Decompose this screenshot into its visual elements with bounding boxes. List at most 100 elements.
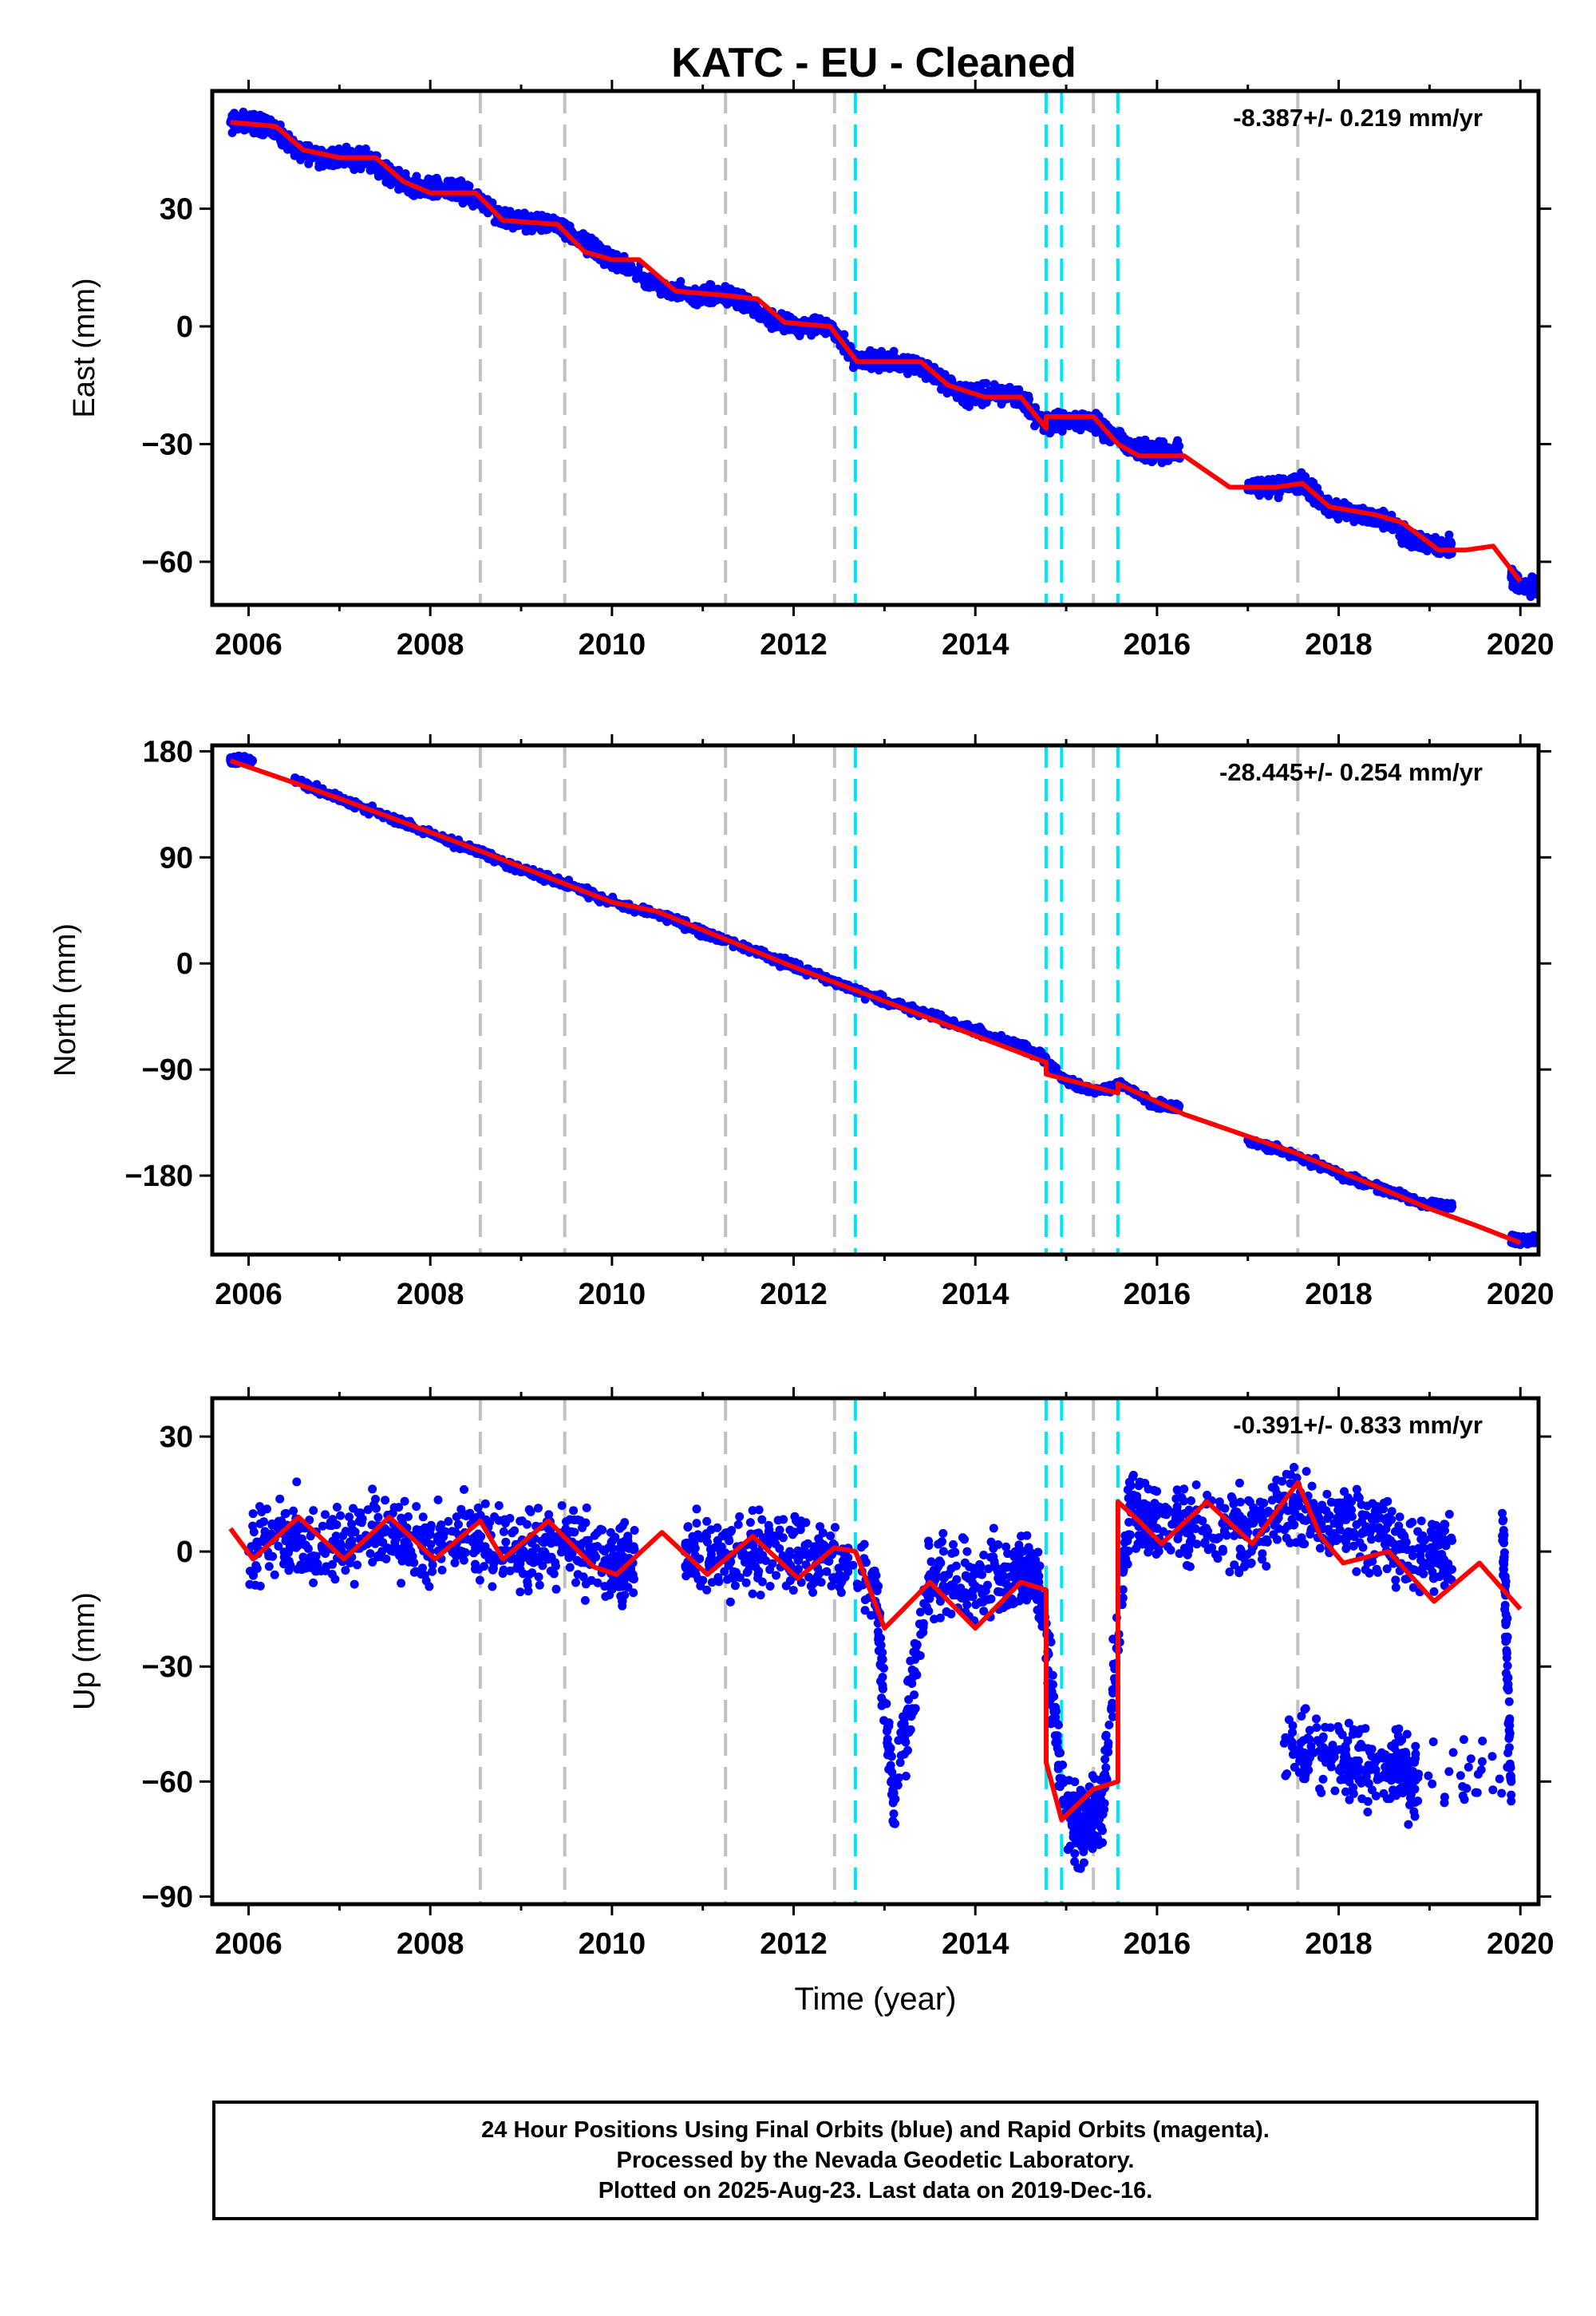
data-point bbox=[271, 132, 281, 140]
data-point bbox=[297, 1534, 306, 1543]
x-tick-label: 2006 bbox=[215, 1278, 282, 1311]
data-point bbox=[397, 1544, 406, 1554]
x-tick-label: 2008 bbox=[397, 628, 464, 662]
data-point bbox=[535, 1580, 544, 1590]
data-point bbox=[1307, 476, 1317, 486]
data-point bbox=[270, 1570, 279, 1579]
data-point bbox=[784, 325, 794, 334]
data-point bbox=[1358, 516, 1368, 526]
data-point bbox=[499, 1527, 508, 1536]
data-point bbox=[473, 1503, 483, 1512]
data-point bbox=[551, 1584, 561, 1594]
data-point bbox=[1154, 438, 1163, 448]
plot-frame bbox=[210, 89, 1541, 607]
data-point bbox=[420, 1571, 429, 1580]
data-point bbox=[1016, 1041, 1025, 1051]
data-point bbox=[292, 1477, 302, 1487]
panel-up: 2006 2008 2010 2012 2014 2016 2018 2020−90−60−3… bbox=[68, 1387, 1555, 2017]
data-point bbox=[1370, 519, 1380, 528]
y-axis-label: East (mm) bbox=[68, 278, 101, 417]
data-point bbox=[580, 239, 590, 249]
data-point bbox=[599, 260, 609, 270]
data-point bbox=[1395, 532, 1404, 541]
data-point bbox=[494, 1501, 504, 1510]
data-point bbox=[437, 1565, 447, 1575]
data-point bbox=[279, 1559, 288, 1569]
data-point bbox=[544, 1510, 554, 1520]
data-point bbox=[341, 1566, 350, 1575]
x-tick-label: 2018 bbox=[1305, 628, 1373, 662]
data-point bbox=[248, 1509, 258, 1519]
y-tick-label: −60 bbox=[142, 546, 193, 579]
data-point bbox=[321, 1510, 330, 1520]
y-tick-label: 30 bbox=[160, 192, 193, 226]
data-point bbox=[450, 1558, 460, 1567]
data-point bbox=[313, 1559, 322, 1568]
data-point bbox=[966, 381, 975, 391]
data-point bbox=[365, 166, 375, 175]
data-point bbox=[318, 1521, 327, 1531]
data-point bbox=[524, 1505, 534, 1514]
data-point bbox=[347, 1520, 357, 1529]
data-point bbox=[397, 1579, 406, 1588]
data-point bbox=[332, 1503, 342, 1512]
data-point bbox=[1407, 533, 1416, 543]
data-point bbox=[480, 1562, 489, 1571]
data-point bbox=[255, 1519, 265, 1528]
panel-north: 2006 2008 2010 2012 2014 2016 2018 2020−180−900… bbox=[49, 734, 1555, 1311]
data-point bbox=[289, 1506, 298, 1516]
data-point bbox=[1407, 539, 1416, 549]
data-point bbox=[534, 1572, 543, 1582]
data-point bbox=[596, 1524, 605, 1534]
data-point bbox=[523, 1577, 532, 1587]
data-point bbox=[259, 113, 268, 121]
x-tick-label: 2016 bbox=[1124, 1278, 1191, 1311]
data-point bbox=[582, 231, 591, 241]
data-point bbox=[255, 1502, 264, 1512]
data-point bbox=[409, 1567, 419, 1577]
data-point bbox=[1174, 1101, 1183, 1110]
data-point bbox=[444, 1516, 453, 1526]
x-tick-label: 2010 bbox=[579, 1278, 646, 1311]
data-point bbox=[505, 1566, 515, 1575]
data-point bbox=[571, 1578, 580, 1587]
data-point bbox=[1173, 436, 1183, 445]
data-point bbox=[570, 1528, 579, 1537]
data-point bbox=[476, 1511, 485, 1520]
data-point bbox=[358, 160, 367, 169]
y-tick-label: −90 bbox=[142, 1053, 193, 1087]
data-point bbox=[569, 1506, 579, 1516]
data-point bbox=[771, 318, 780, 327]
data-point bbox=[480, 1499, 490, 1508]
data-point bbox=[428, 1567, 437, 1576]
data-point bbox=[675, 282, 685, 291]
plot-area-up bbox=[228, 1398, 1523, 1904]
data-point bbox=[630, 907, 639, 917]
data-point bbox=[809, 314, 818, 323]
data-point bbox=[338, 1531, 348, 1540]
data-point bbox=[274, 1516, 283, 1526]
data-point bbox=[404, 1512, 413, 1521]
data-point bbox=[381, 1496, 390, 1505]
data-point bbox=[680, 925, 689, 935]
data-point bbox=[595, 242, 604, 251]
data-point bbox=[1305, 493, 1314, 503]
data-point bbox=[516, 1555, 526, 1564]
data-point bbox=[1127, 440, 1136, 449]
data-point bbox=[705, 279, 715, 289]
data-point bbox=[1515, 580, 1525, 590]
data-point bbox=[524, 1570, 534, 1579]
x-tick-label: 2016 bbox=[1124, 628, 1191, 662]
x-tick-label: 2012 bbox=[760, 1278, 828, 1311]
data-point bbox=[383, 1543, 393, 1553]
data-point bbox=[600, 1547, 610, 1556]
data-point bbox=[255, 1581, 265, 1591]
data-point bbox=[587, 1575, 596, 1585]
data-point bbox=[437, 1527, 447, 1536]
data-point bbox=[582, 1503, 591, 1512]
data-point bbox=[418, 1512, 428, 1522]
data-point bbox=[373, 1512, 383, 1522]
data-point bbox=[309, 1578, 318, 1587]
data-point bbox=[301, 1540, 310, 1550]
